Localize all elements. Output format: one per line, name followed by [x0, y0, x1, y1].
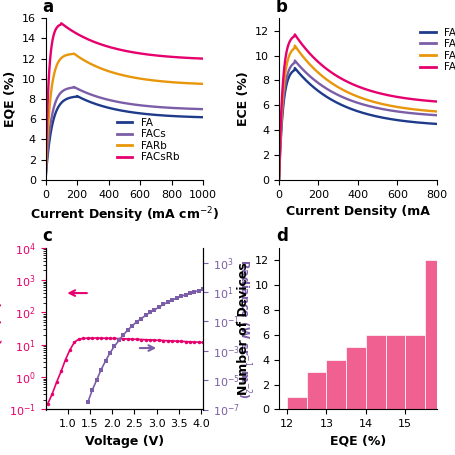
Bar: [385, 335, 405, 410]
Bar: [287, 397, 307, 410]
X-axis label: EQE (%): EQE (%): [330, 435, 386, 448]
X-axis label: Voltage (V): Voltage (V): [85, 435, 164, 448]
X-axis label: Current Density (mA cm$^{-2}$): Current Density (mA cm$^{-2}$): [30, 205, 219, 225]
Legend: FA, FACs, FARb, FACsRb: FA, FACs, FARb, FACsRb: [416, 23, 455, 76]
Text: c: c: [42, 228, 52, 245]
Y-axis label: Number of Devices: Number of Devices: [237, 262, 250, 395]
Legend: FA, FACs, FARb, FACsRb: FA, FACs, FARb, FACsRb: [113, 114, 183, 167]
Bar: [307, 372, 326, 410]
X-axis label: Current Density (mA: Current Density (mA: [286, 205, 430, 218]
Bar: [425, 260, 445, 410]
Bar: [366, 335, 385, 410]
Y-axis label: EQE (%): EQE (%): [0, 301, 3, 357]
Y-axis label: Radiance (W sr$^{-1}$ m$^{-2}$): Radiance (W sr$^{-1}$ m$^{-2}$): [235, 258, 254, 399]
Text: d: d: [276, 228, 288, 245]
Y-axis label: EQE (%): EQE (%): [3, 71, 16, 127]
Bar: [346, 347, 366, 410]
Text: b: b: [276, 0, 288, 16]
Bar: [405, 335, 425, 410]
Bar: [326, 360, 346, 410]
Text: a: a: [42, 0, 54, 16]
Y-axis label: ECE (%): ECE (%): [237, 72, 250, 126]
